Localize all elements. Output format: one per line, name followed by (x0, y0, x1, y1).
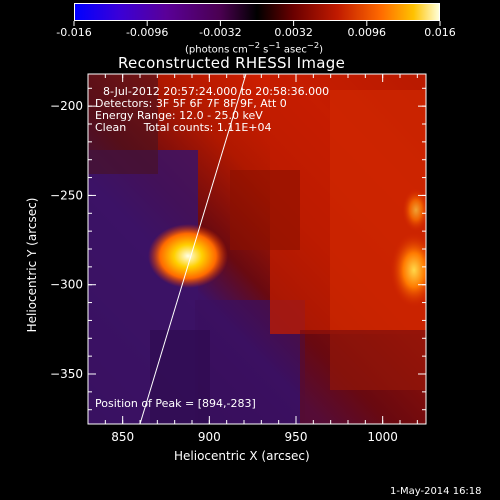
peak-position: Position of Peak = [894,-283] (95, 397, 256, 410)
info-detectors: Detectors: 3F 5F 6F 7F 8F 9F, Att 0 (95, 97, 287, 110)
edge-source (402, 188, 426, 232)
edge-source (390, 232, 426, 308)
flare-source (148, 224, 228, 288)
y-axis-label: Heliocentric Y (arcsec) (25, 197, 39, 333)
x-tick-label: 900 (198, 430, 221, 444)
x-axis-label: Heliocentric X (arcsec) (174, 449, 310, 463)
emission-region (300, 330, 426, 424)
y-tick-label: −300 (50, 278, 83, 292)
colorbar-axis: -0.016 -0.0096 -0.0032 0.0032 0.0096 0.016 (56, 21, 456, 39)
emission-region (230, 170, 300, 250)
colorbar-tick-label: -0.0032 (199, 26, 241, 39)
footer-date: 1-May-2014 16:18 (390, 486, 482, 497)
colorbar-tick-label: -0.0096 (126, 26, 168, 39)
colorbar-tick-label: 0.0032 (274, 26, 313, 39)
info-time: 8-Jul-2012 20:57:24.000 to 20:58:36.000 (103, 85, 330, 98)
info-energy: Energy Range: 12.0 - 25.0 keV (95, 109, 263, 122)
colorbar-tick-label: 0.0096 (348, 26, 387, 39)
x-tick-label: 850 (111, 430, 134, 444)
colorbar-tick-label: 0.016 (424, 26, 456, 39)
x-tick-label: 1000 (367, 430, 398, 444)
plot-axes: 850 900 950 1000 −200 −250 −300 −350 (50, 74, 426, 444)
y-tick-label: −250 (50, 188, 83, 202)
info-clean: Clean Total counts: 1.11E+04 (95, 121, 272, 134)
colorbar (74, 3, 440, 21)
y-tick-label: −350 (50, 367, 83, 381)
y-tick-label: −200 (50, 99, 83, 113)
background-patch (88, 74, 158, 174)
x-tick-label: 950 (285, 430, 308, 444)
colorbar-units: (photons cm−2 s−1 asec−2) (185, 40, 324, 56)
colorbar-tick-label: -0.016 (56, 26, 91, 39)
background-patch (150, 330, 210, 424)
plot-title: Reconstructed RHESSI Image (118, 54, 346, 72)
solar-limb-line (139, 74, 247, 424)
